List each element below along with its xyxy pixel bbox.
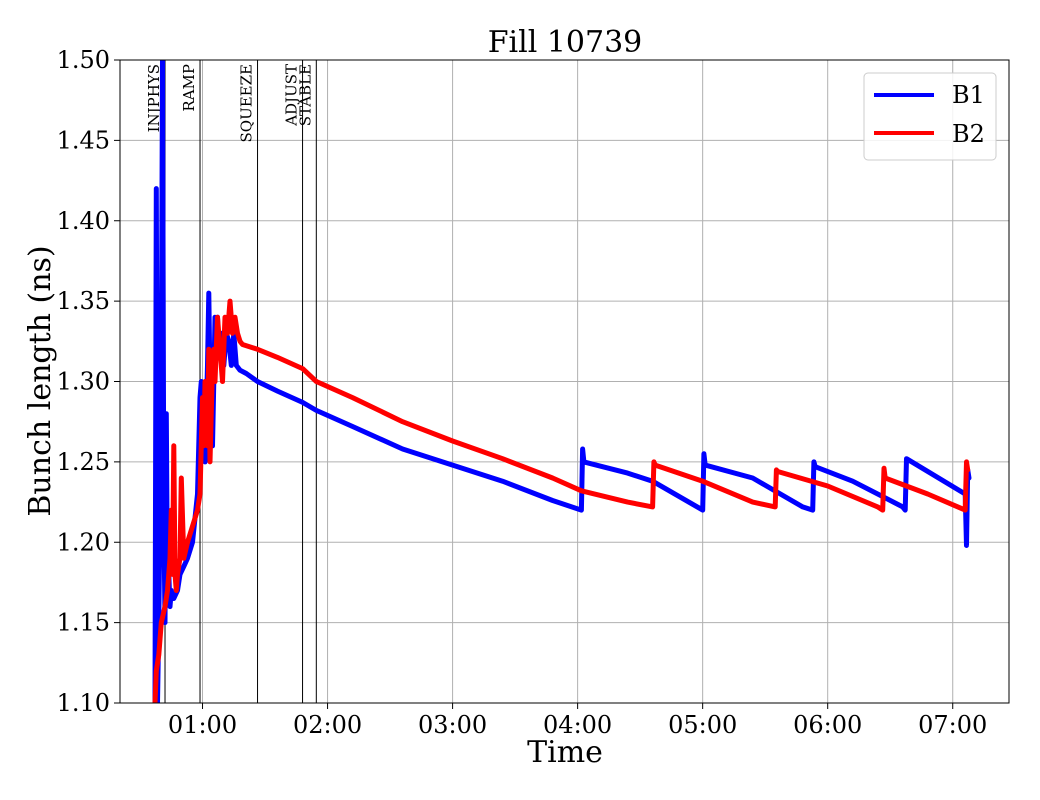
y-tick-label: 1.25 bbox=[57, 448, 110, 476]
phase-label: ADJUST bbox=[283, 64, 301, 127]
x-tick-label: 07:00 bbox=[918, 711, 987, 739]
legend: B1 B2 bbox=[863, 72, 997, 161]
y-tick-label: 1.30 bbox=[57, 368, 110, 396]
y-tick-label: 1.35 bbox=[57, 287, 110, 315]
x-tick-label: 02:00 bbox=[293, 711, 362, 739]
phase-label: STABLE bbox=[296, 64, 314, 126]
legend-label-b1: B1 bbox=[952, 81, 985, 109]
y-axis-label: Bunch length (ns) bbox=[23, 245, 58, 516]
y-tick-label: 1.45 bbox=[57, 126, 110, 154]
y-tick-label: 1.15 bbox=[57, 609, 110, 637]
x-axis-label: Time bbox=[527, 735, 603, 770]
y-tick-label: 1.50 bbox=[57, 46, 110, 74]
y-tick-label: 1.10 bbox=[57, 689, 110, 717]
x-tick-label: 05:00 bbox=[668, 711, 737, 739]
phase-label: SQUEEZE bbox=[238, 64, 256, 143]
y-tick-label: 1.40 bbox=[57, 207, 110, 235]
x-tick-label: 04:00 bbox=[543, 711, 612, 739]
legend-label-b2: B2 bbox=[952, 120, 985, 148]
y-tick-label: 1.20 bbox=[57, 528, 110, 556]
y-axis-ticks: 1.10 1.15 1.20 1.25 1.30 1.35 1.40 1.45 1.50 bbox=[57, 46, 120, 717]
x-tick-label: 03:00 bbox=[418, 711, 487, 739]
x-tick-label: 06:00 bbox=[793, 711, 862, 739]
series-layer bbox=[152, 60, 972, 703]
series-line-b2 bbox=[152, 298, 971, 703]
phase-label: INJPHYS bbox=[145, 64, 163, 132]
chart-title: Fill 10739 bbox=[488, 25, 643, 60]
x-tick-label: 01:00 bbox=[168, 711, 237, 739]
x-axis-ticks: 01:00 02:00 03:00 04:00 05:00 06:00 07:00 bbox=[168, 703, 987, 739]
phase-label: RAMP bbox=[180, 64, 198, 112]
